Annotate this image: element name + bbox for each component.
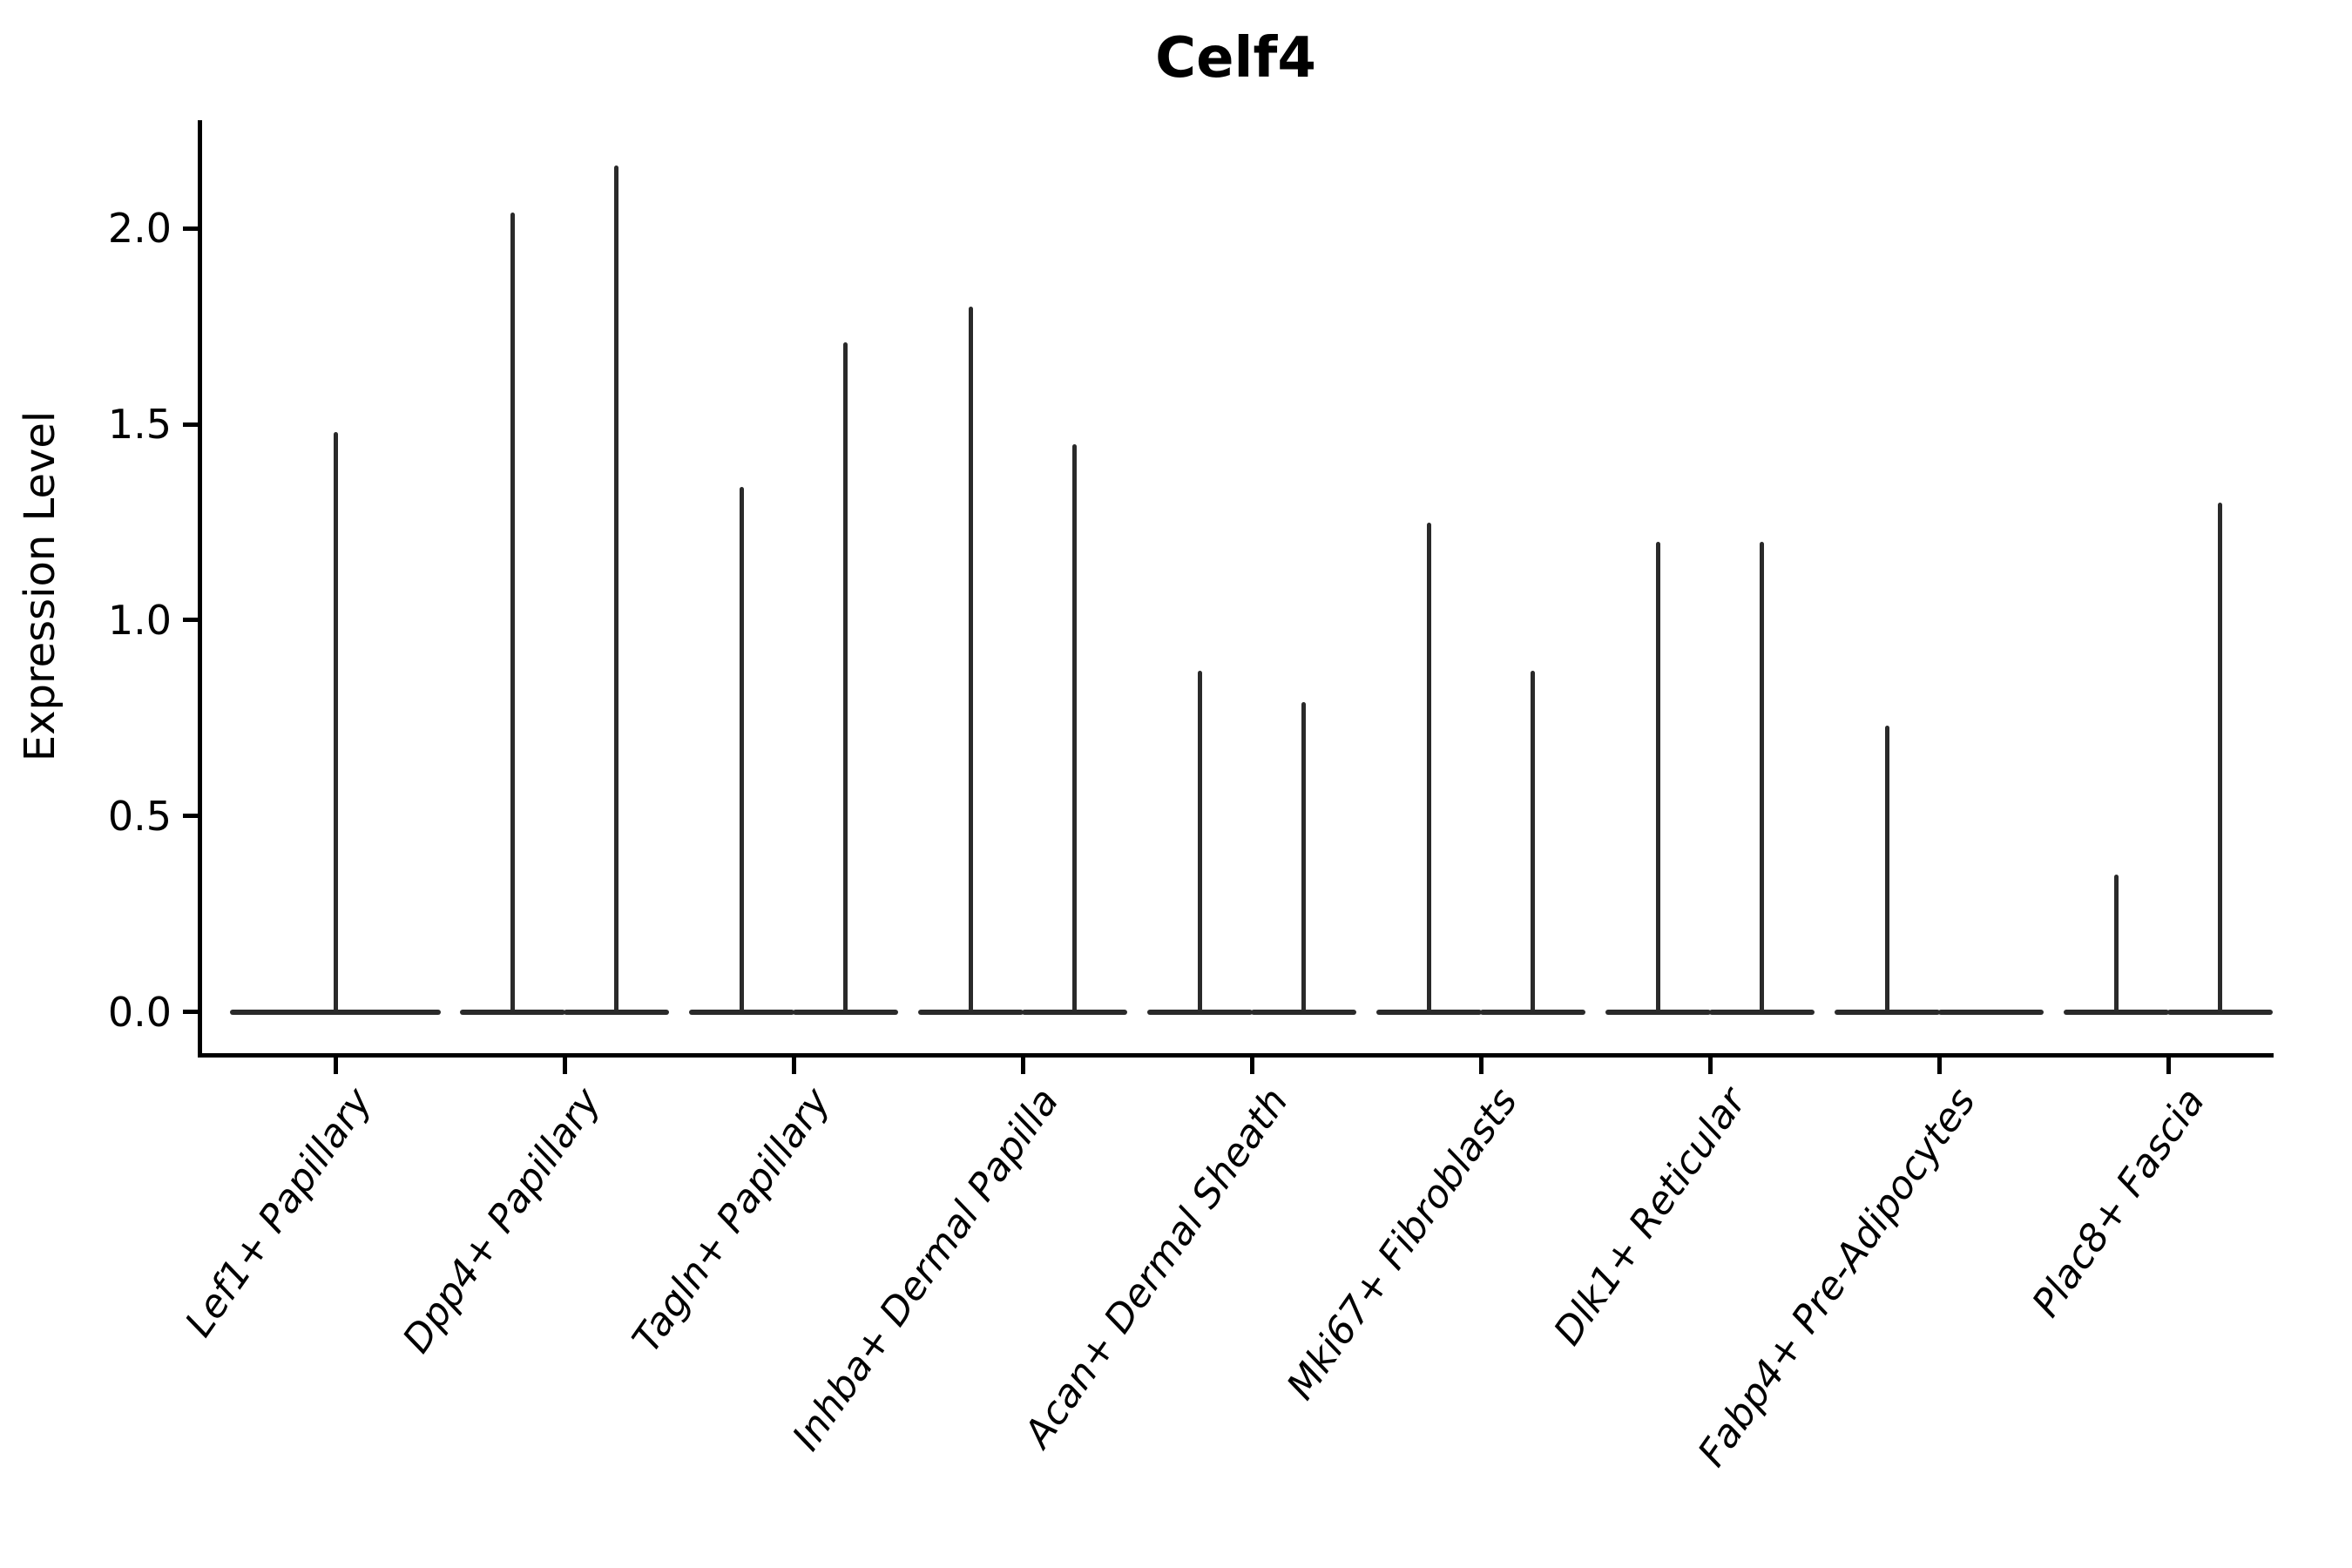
y-tick-label: 2.0: [107, 205, 172, 253]
x-tick-label: Fabp4+ Pre-Adipocytes: [1689, 1080, 1984, 1475]
violin-max-spike: [1301, 702, 1306, 1014]
violin-max-spike: [333, 432, 338, 1014]
violin-max-spike: [1198, 671, 1203, 1014]
violin-max-spike: [2114, 875, 2119, 1014]
x-tick-mark: [1249, 1058, 1254, 1074]
x-tick-mark: [1020, 1058, 1025, 1074]
y-tick-mark: [183, 422, 198, 427]
violin-max-spike: [740, 487, 745, 1014]
violin-body: [1937, 1009, 2044, 1015]
x-axis-spine: [198, 1053, 2274, 1058]
violin-max-spike: [2217, 503, 2222, 1014]
violin-max-spike: [1427, 522, 1432, 1014]
x-tick-mark: [1936, 1058, 1942, 1074]
y-tick-mark: [183, 814, 198, 819]
x-tick-label: Mki67+ Fibroblasts: [1278, 1080, 1526, 1408]
y-axis-spine: [198, 120, 202, 1058]
x-tick-label: Inhba+ Dermal Papilla: [784, 1080, 1068, 1459]
x-tick-mark: [791, 1058, 796, 1074]
violin-max-spike: [842, 341, 848, 1014]
y-axis-label-text: Expression Level: [16, 410, 64, 762]
chart-title: Celf4: [1155, 26, 1316, 91]
violin-max-spike: [1071, 443, 1077, 1014]
y-tick-label: 0.5: [107, 792, 172, 840]
violin-max-spike: [1885, 726, 1890, 1014]
violin-max-spike: [613, 166, 618, 1014]
x-tick-mark: [333, 1058, 338, 1074]
x-tick-mark: [2166, 1058, 2171, 1074]
violin-max-spike: [510, 213, 516, 1014]
y-tick-mark: [183, 618, 198, 623]
x-tick-label: Plac8+ Fascia: [2023, 1080, 2213, 1326]
x-tick-mark: [1707, 1058, 1713, 1074]
x-tick-mark: [562, 1058, 567, 1074]
x-tick-label: Dpp4+ Papillary: [394, 1080, 610, 1362]
y-tick-mark: [183, 226, 198, 231]
violin-max-spike: [969, 307, 974, 1014]
x-tick-label: Dlk1+ Reticular: [1545, 1080, 1755, 1354]
violin-max-spike: [1530, 671, 1535, 1014]
y-tick-label: 1.0: [107, 596, 172, 644]
x-tick-mark: [1478, 1058, 1484, 1074]
y-tick-label: 1.5: [107, 401, 172, 449]
x-tick-label: Acan+ Dermal Sheath: [1015, 1080, 1297, 1456]
violin-max-spike: [1759, 541, 1764, 1014]
x-tick-label: Tagln+ Papillary: [624, 1080, 839, 1361]
y-tick-mark: [183, 1010, 198, 1015]
violin-max-spike: [1656, 541, 1661, 1014]
x-tick-label: Lef1+ Papillary: [176, 1080, 381, 1345]
y-tick-label: 0.0: [107, 988, 172, 1036]
